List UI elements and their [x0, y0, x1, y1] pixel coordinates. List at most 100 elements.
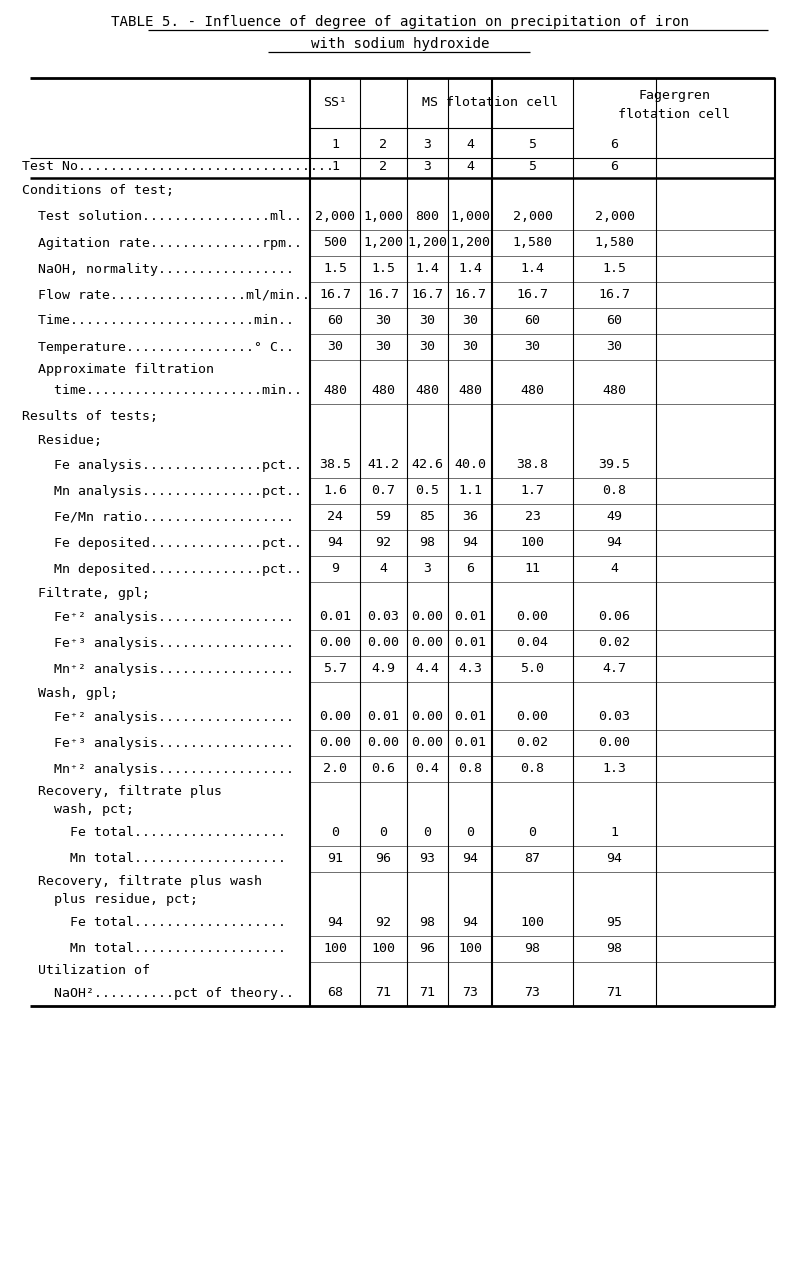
Text: 1.4: 1.4 — [458, 263, 482, 276]
Text: 95: 95 — [606, 917, 622, 929]
Text: 41.2: 41.2 — [367, 459, 399, 472]
Text: 0.00: 0.00 — [319, 636, 351, 650]
Text: 0.03: 0.03 — [367, 610, 399, 623]
Text: 0.02: 0.02 — [517, 736, 549, 750]
Text: 30: 30 — [375, 341, 391, 354]
Text: 0.02: 0.02 — [598, 636, 630, 650]
Text: 0.00: 0.00 — [411, 736, 443, 750]
Text: 0.00: 0.00 — [319, 710, 351, 723]
Text: 93: 93 — [419, 853, 435, 865]
Text: 1.7: 1.7 — [521, 485, 545, 497]
Text: 94: 94 — [327, 917, 343, 929]
Text: Fe⁺² analysis.................: Fe⁺² analysis................. — [22, 710, 294, 723]
Text: 480: 480 — [458, 385, 482, 397]
Text: 60: 60 — [525, 314, 541, 327]
Text: 1,200: 1,200 — [363, 236, 403, 250]
Text: 92: 92 — [375, 917, 391, 929]
Text: 0.00: 0.00 — [411, 710, 443, 723]
Text: wash, pct;: wash, pct; — [22, 804, 134, 817]
Text: 0.5: 0.5 — [415, 485, 439, 497]
Text: Fe total...................: Fe total................... — [22, 917, 286, 929]
Text: 4: 4 — [610, 563, 618, 576]
Text: 0.06: 0.06 — [598, 610, 630, 623]
Text: 1.5: 1.5 — [323, 263, 347, 276]
Text: 94: 94 — [462, 917, 478, 929]
Text: 2: 2 — [379, 138, 387, 151]
Text: 0.00: 0.00 — [367, 736, 399, 750]
Text: Fe⁺³ analysis.................: Fe⁺³ analysis................. — [22, 636, 294, 650]
Text: 60: 60 — [327, 314, 343, 327]
Text: 1: 1 — [610, 827, 618, 840]
Text: Approximate filtration: Approximate filtration — [22, 363, 214, 376]
Text: 2,000: 2,000 — [315, 210, 355, 223]
Text: 100: 100 — [323, 942, 347, 955]
Text: flotation cell: flotation cell — [618, 109, 730, 122]
Text: SS¹: SS¹ — [323, 96, 347, 109]
Text: 16.7: 16.7 — [598, 288, 630, 301]
Text: 0.03: 0.03 — [598, 710, 630, 723]
Text: 91: 91 — [327, 853, 343, 865]
Text: plus residue, pct;: plus residue, pct; — [22, 894, 198, 906]
Text: Results of tests;: Results of tests; — [22, 410, 158, 423]
Text: 16.7: 16.7 — [454, 288, 486, 301]
Text: 30: 30 — [606, 341, 622, 354]
Text: 96: 96 — [375, 853, 391, 865]
Text: Test solution................ml..: Test solution................ml.. — [22, 210, 302, 223]
Text: Filtrate, gpl;: Filtrate, gpl; — [22, 586, 150, 600]
Text: Fe⁺² analysis.................: Fe⁺² analysis................. — [22, 610, 294, 623]
Text: Fe deposited..............pct..: Fe deposited..............pct.. — [22, 536, 302, 550]
Text: 0.00: 0.00 — [411, 610, 443, 623]
Text: Mn deposited..............pct..: Mn deposited..............pct.. — [22, 563, 302, 576]
Text: 96: 96 — [419, 942, 435, 955]
Text: 30: 30 — [419, 314, 435, 327]
Text: 71: 71 — [419, 987, 435, 1000]
Text: 4.3: 4.3 — [458, 663, 482, 676]
Text: 1,000: 1,000 — [450, 210, 490, 223]
Text: Conditions of test;: Conditions of test; — [22, 185, 174, 197]
Text: 98: 98 — [419, 917, 435, 929]
Text: 3: 3 — [423, 563, 431, 576]
Text: 36: 36 — [462, 510, 478, 523]
Text: 16.7: 16.7 — [517, 288, 549, 301]
Text: 9: 9 — [331, 563, 339, 576]
Text: 85: 85 — [419, 510, 435, 523]
Text: 2.0: 2.0 — [323, 763, 347, 776]
Text: 0.00: 0.00 — [411, 636, 443, 650]
Text: Flow rate.................ml/min..: Flow rate.................ml/min.. — [22, 288, 310, 301]
Text: 39.5: 39.5 — [598, 459, 630, 472]
Text: TABLE 5. - Influence of degree of agitation on precipitation of iron: TABLE 5. - Influence of degree of agitat… — [111, 15, 689, 29]
Text: 92: 92 — [375, 536, 391, 550]
Text: 11: 11 — [525, 563, 541, 576]
Text: time......................min..: time......................min.. — [22, 385, 302, 397]
Text: Fe⁺³ analysis.................: Fe⁺³ analysis................. — [22, 736, 294, 750]
Text: 480: 480 — [371, 385, 395, 397]
Text: 480: 480 — [521, 385, 545, 397]
Text: 1,200: 1,200 — [407, 236, 447, 250]
Text: 30: 30 — [375, 314, 391, 327]
Text: 1.3: 1.3 — [602, 763, 626, 776]
Text: Test No................................: Test No................................ — [22, 160, 334, 173]
Text: 2: 2 — [379, 160, 387, 173]
Text: 0.04: 0.04 — [517, 636, 549, 650]
Text: 94: 94 — [327, 536, 343, 550]
Text: 1.4: 1.4 — [521, 263, 545, 276]
Text: MS flotation cell: MS flotation cell — [422, 96, 558, 109]
Text: 0.00: 0.00 — [517, 610, 549, 623]
Text: 0.01: 0.01 — [454, 610, 486, 623]
Text: Mn total...................: Mn total................... — [22, 853, 286, 865]
Text: Mn analysis...............pct..: Mn analysis...............pct.. — [22, 485, 302, 497]
Text: 0.00: 0.00 — [319, 736, 351, 750]
Text: Mn total...................: Mn total................... — [22, 942, 286, 955]
Text: 0.7: 0.7 — [371, 485, 395, 497]
Text: Fe analysis...............pct..: Fe analysis...............pct.. — [22, 459, 302, 472]
Text: 1.5: 1.5 — [602, 263, 626, 276]
Text: 42.6: 42.6 — [411, 459, 443, 472]
Text: 100: 100 — [521, 536, 545, 550]
Text: 68: 68 — [327, 987, 343, 1000]
Text: 38.8: 38.8 — [517, 459, 549, 472]
Text: 1,200: 1,200 — [450, 236, 490, 250]
Text: 2,000: 2,000 — [594, 210, 634, 223]
Text: 1: 1 — [331, 160, 339, 173]
Text: Recovery, filtrate plus: Recovery, filtrate plus — [22, 785, 222, 797]
Text: 73: 73 — [462, 987, 478, 1000]
